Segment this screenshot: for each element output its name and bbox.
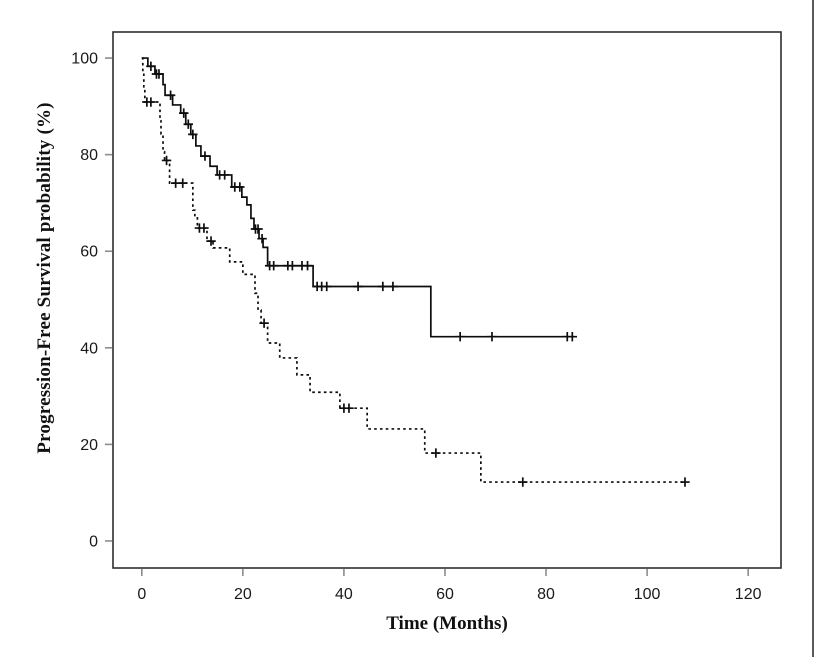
x-tick-label: 60 bbox=[436, 586, 454, 603]
y-tick-label: 0 bbox=[89, 533, 98, 550]
x-tick-label: 20 bbox=[234, 586, 252, 603]
x-axis-title: Time (Months) bbox=[386, 613, 508, 634]
y-tick-label: 80 bbox=[80, 147, 98, 164]
survival-curve-solid bbox=[141, 57, 574, 338]
image-right-edge-line bbox=[812, 0, 814, 657]
x-axis-ticks: 0 20 40 60 80 100 120 bbox=[137, 569, 762, 603]
y-tick-label: 20 bbox=[80, 437, 98, 454]
x-tick-label: 100 bbox=[634, 586, 661, 603]
y-tick-label: 60 bbox=[80, 244, 98, 261]
x-tick-label: 80 bbox=[537, 586, 555, 603]
y-axis-title: Progression-Free Survival probability (%… bbox=[34, 102, 55, 454]
x-tick-label: 0 bbox=[137, 586, 146, 603]
censor-marks-dashed bbox=[142, 97, 690, 487]
y-axis-ticks: 0 20 40 60 80 100 bbox=[71, 51, 112, 550]
plot-frame bbox=[112, 31, 782, 569]
y-tick-label: 100 bbox=[71, 51, 98, 68]
x-tick-label: 120 bbox=[735, 586, 762, 603]
censor-marks-solid bbox=[146, 61, 578, 342]
x-tick-label: 40 bbox=[335, 586, 353, 603]
y-tick-label: 40 bbox=[80, 340, 98, 357]
survival-curve-dashed bbox=[141, 57, 687, 483]
